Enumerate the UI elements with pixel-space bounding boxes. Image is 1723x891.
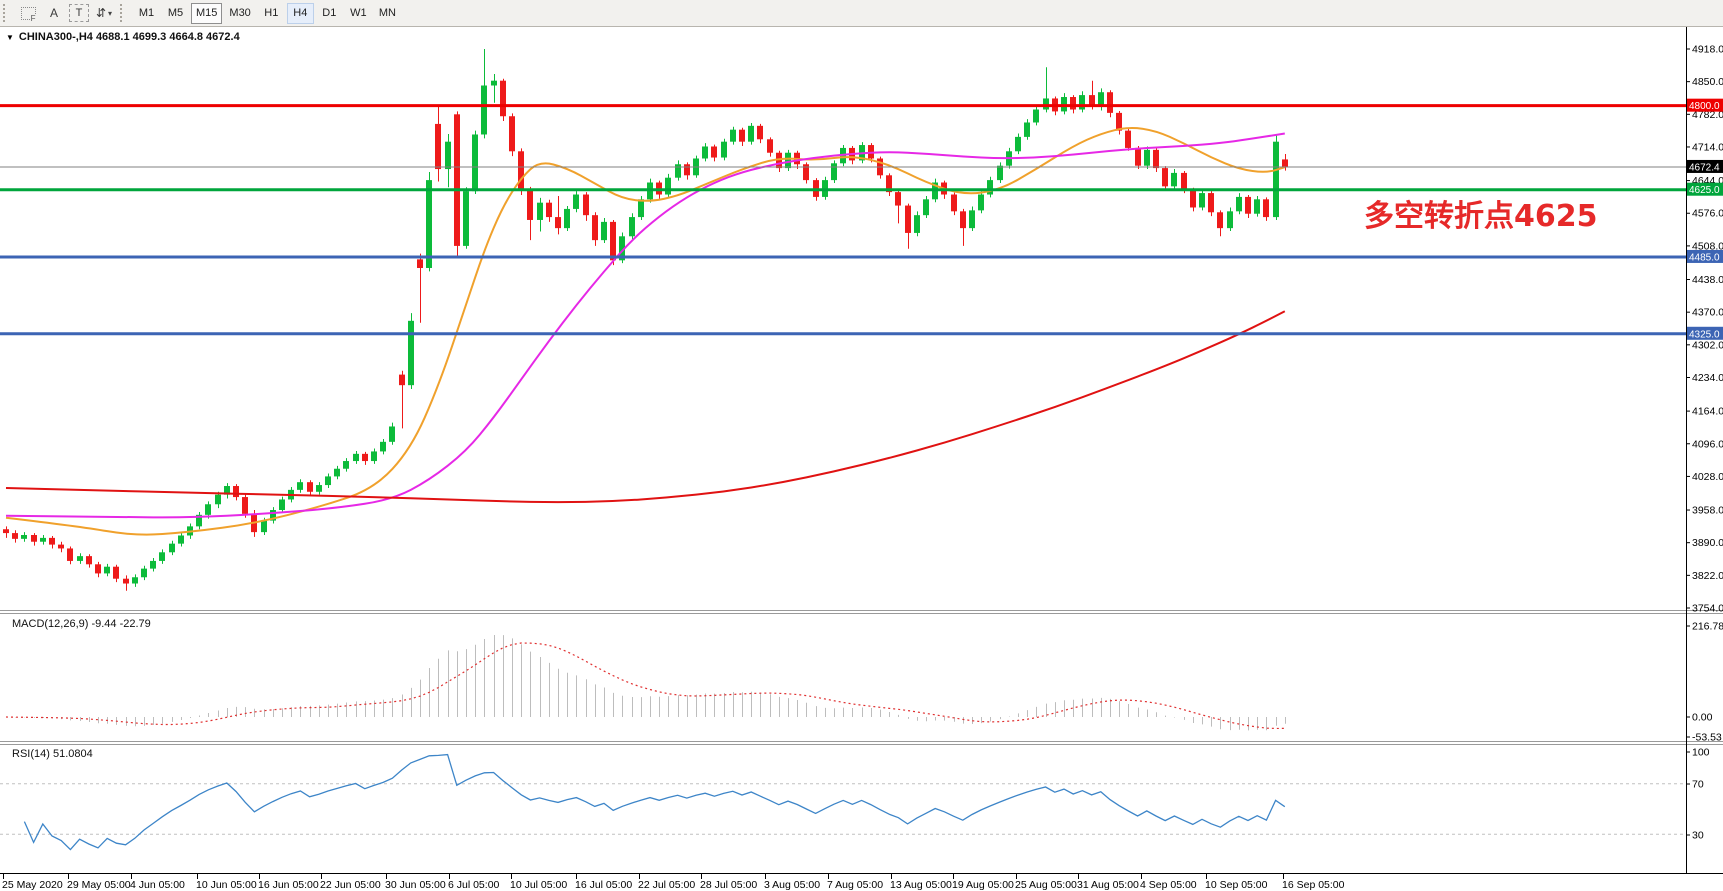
svg-text:4438.0: 4438.0 — [1692, 274, 1723, 286]
svg-text:0.00: 0.00 — [1692, 712, 1713, 724]
font-icon[interactable]: A — [49, 6, 58, 20]
svg-text:4918.0: 4918.0 — [1692, 44, 1723, 56]
svg-text:13 Aug 05:00: 13 Aug 05:00 — [890, 879, 952, 891]
timeframe-m5-button[interactable]: M5 — [162, 3, 189, 24]
svg-text:7 Aug 05:00: 7 Aug 05:00 — [827, 879, 883, 891]
svg-text:-53.53: -53.53 — [1692, 732, 1722, 744]
svg-text:16 Jun 05:00: 16 Jun 05:00 — [258, 879, 319, 891]
price-axis[interactable]: 4918.04850.04782.04714.04644.04576.04508… — [1686, 44, 1723, 615]
svg-text:3754.0: 3754.0 — [1692, 603, 1723, 615]
ma-slow-red — [5, 310, 1286, 504]
svg-text:216.78: 216.78 — [1692, 621, 1723, 633]
svg-text:22 Jun 05:00: 22 Jun 05:00 — [320, 879, 381, 891]
symbol-ohlc-text: CHINA300-,H4 4688.1 4699.3 4664.8 4672.4 — [18, 31, 240, 43]
ma-fast-orange — [5, 127, 1286, 536]
rsi-line — [23, 753, 1286, 851]
svg-text:16 Jul 05:00: 16 Jul 05:00 — [575, 879, 632, 891]
svg-text:4028.0: 4028.0 — [1692, 471, 1723, 483]
chart-shift-icon[interactable]: F — [17, 3, 39, 23]
svg-text:3958.0: 3958.0 — [1692, 505, 1723, 517]
svg-text:4800.0: 4800.0 — [1689, 101, 1720, 112]
svg-text:4 Jun 05:00: 4 Jun 05:00 — [130, 879, 185, 891]
svg-text:29 May 05:00: 29 May 05:00 — [67, 879, 131, 891]
svg-text:10 Jun 05:00: 10 Jun 05:00 — [196, 879, 257, 891]
svg-text:4096.0: 4096.0 — [1692, 438, 1723, 450]
svg-text:4234.0: 4234.0 — [1692, 372, 1723, 384]
timeframe-d1-button[interactable]: D1 — [316, 3, 343, 24]
svg-text:25 May 2020: 25 May 2020 — [2, 879, 63, 891]
macd-panel: 216.78 0.00 -53.53 — [5, 621, 1723, 744]
chart-area: 4918.0 4850.0 4782.0 4714.0 4644.0 4576.0 4508… — [0, 27, 1723, 891]
timeframe-m30-button[interactable]: M30 — [224, 3, 255, 24]
svg-text:3 Aug 05:00: 3 Aug 05:00 — [764, 879, 820, 891]
symbol-dropdown-icon[interactable]: ▼ — [6, 32, 14, 42]
rsi-indicator-label: RSI(14) 51.0804 — [12, 748, 93, 760]
timeframe-h4-button[interactable]: H4 — [286, 2, 314, 24]
svg-text:4485.0: 4485.0 — [1689, 252, 1720, 263]
svg-text:4672.4: 4672.4 — [1689, 162, 1720, 173]
svg-text:10 Jul 05:00: 10 Jul 05:00 — [510, 879, 567, 891]
svg-text:3822.0: 3822.0 — [1692, 570, 1723, 582]
svg-text:6 Jul 05:00: 6 Jul 05:00 — [448, 879, 500, 891]
timeframe-h1-button[interactable]: H1 — [258, 3, 285, 24]
timeframe-m15-button[interactable]: M15 — [191, 2, 223, 24]
toolbar-grip — [3, 4, 11, 22]
svg-text:4302.0: 4302.0 — [1692, 339, 1723, 351]
svg-text:4625.0: 4625.0 — [1689, 185, 1720, 196]
level-lines-layer[interactable] — [0, 104, 1686, 336]
candles-layer — [3, 49, 1288, 591]
rsi-panel: 100 70 30 — [0, 747, 1710, 851]
svg-text:4850.0: 4850.0 — [1692, 76, 1723, 88]
svg-text:4714.0: 4714.0 — [1692, 141, 1723, 153]
arrange-objects-icon[interactable]: ⇵ ▾ — [95, 6, 113, 20]
svg-text:19 Aug 05:00: 19 Aug 05:00 — [952, 879, 1014, 891]
svg-text:28 Jul 05:00: 28 Jul 05:00 — [700, 879, 757, 891]
svg-text:4325.0: 4325.0 — [1689, 329, 1720, 340]
timeframe-m1-button[interactable]: M1 — [133, 3, 160, 24]
svg-text:3890.0: 3890.0 — [1692, 537, 1723, 549]
svg-text:16 Sep 05:00: 16 Sep 05:00 — [1282, 879, 1345, 891]
chart-canvas[interactable]: 4918.04850.04782.04714.04644.04576.04508… — [0, 27, 1723, 891]
symbol-ohlc-header[interactable]: ▼ CHINA300-,H4 4688.1 4699.3 4664.8 4672… — [6, 31, 240, 43]
svg-text:31 Aug 05:00: 31 Aug 05:00 — [1077, 879, 1139, 891]
timeframe-toolbar: M1 M5 M15 M30 H1 H4 D1 W1 MN — [132, 2, 402, 24]
macd-indicator-label: MACD(12,26,9) -9.44 -22.79 — [12, 618, 151, 630]
svg-text:4508.0: 4508.0 — [1692, 240, 1723, 252]
svg-text:10 Sep 05:00: 10 Sep 05:00 — [1205, 879, 1268, 891]
svg-text:4370.0: 4370.0 — [1692, 307, 1723, 319]
macd-signal-line — [5, 642, 1285, 730]
svg-text:70: 70 — [1692, 779, 1704, 791]
svg-text:4576.0: 4576.0 — [1692, 208, 1723, 220]
toolbar-grip — [120, 4, 128, 22]
timeframe-mn-button[interactable]: MN — [374, 3, 401, 24]
svg-text:22 Jul 05:00: 22 Jul 05:00 — [638, 879, 695, 891]
time-axis[interactable]: 25 May 2020 29 May 05:00 4 Jun 05:00 10 Jun… — [2, 874, 1345, 891]
svg-text:30: 30 — [1692, 830, 1704, 842]
panel-frames — [0, 27, 1723, 874]
svg-text:25 Aug 05:00: 25 Aug 05:00 — [1015, 879, 1077, 891]
svg-text:4782.0: 4782.0 — [1692, 109, 1723, 121]
text-label-icon[interactable]: T — [69, 4, 89, 22]
toolbar: F A T ⇵ ▾ M1 M5 M15 M30 H1 H4 D1 W1 MN — [0, 0, 1723, 27]
timeframe-w1-button[interactable]: W1 — [345, 3, 372, 24]
svg-text:30 Jun 05:00: 30 Jun 05:00 — [385, 879, 446, 891]
svg-text:4 Sep 05:00: 4 Sep 05:00 — [1140, 879, 1197, 891]
svg-text:100: 100 — [1692, 747, 1710, 759]
chart-annotation-text: 多空转折点4625 — [1364, 199, 1598, 234]
svg-text:4164.0: 4164.0 — [1692, 406, 1723, 418]
dropdown-caret-icon[interactable]: ▾ — [108, 8, 113, 18]
